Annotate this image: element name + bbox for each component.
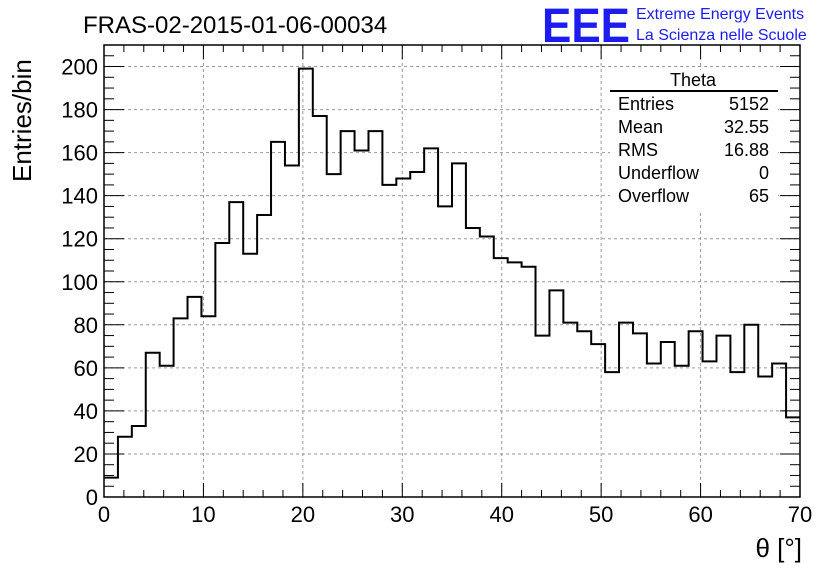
x-tick-label: 10 [191,502,215,527]
y-tick-label: 0 [86,485,98,510]
stats-row-label: Mean [618,117,663,137]
histogram-bin [188,297,202,497]
histogram-bin [299,69,313,497]
histogram-bin [201,316,215,497]
eee-logo: EEE Extreme Energy Events La Scienza nel… [542,0,807,53]
histogram-bin [619,323,633,497]
histogram-bin [466,228,480,497]
x-tick-label: 40 [489,502,513,527]
histogram-bin [396,178,410,497]
histogram-bin [438,206,452,497]
histogram-bin [104,478,118,497]
histogram-bin [744,325,758,497]
histogram-bin [368,131,382,497]
stats-row-label: Underflow [618,163,700,183]
histogram-bin [257,215,271,497]
x-axis-label: θ [°] [755,533,802,563]
histogram-bin [410,172,424,497]
stats-rows: Entries 5152 Mean 32.55 RMS 16.88 Underflow 0 Ov… [618,94,769,206]
histogram-bin [577,331,591,497]
stats-title: Theta [670,70,717,90]
histogram-bin [675,366,689,497]
histogram-bin [716,336,730,497]
histogram-bin [327,174,341,497]
y-tick-label: 20 [74,442,98,467]
y-tick-label: 60 [74,356,98,381]
histogram-bin [313,116,327,497]
histogram-bin [591,344,605,497]
histogram-bin [118,437,132,497]
histogram-bin [229,202,243,497]
histogram-bin [661,342,675,497]
logo-line-2: La Scienza nelle Scuole [636,27,807,44]
stats-row-label: Entries [618,94,674,114]
histogram-bin [424,148,438,497]
y-tick-label: 160 [61,141,98,166]
y-axis-label: Entries/bin [7,59,37,182]
histogram-bin [772,364,786,497]
histogram-bin [355,150,369,497]
stats-row-label: RMS [618,140,658,160]
stats-row-label: Overflow [618,186,690,206]
histogram-bin [341,131,355,497]
histogram-bin [786,417,800,497]
x-tick-label: 70 [788,502,812,527]
stats-row-value: 32.55 [724,117,769,137]
histogram-bin [160,366,174,497]
histogram-bin [703,361,717,497]
histogram-bin [146,353,160,497]
histogram-bin [549,290,563,497]
y-tick-label: 120 [61,227,98,252]
y-tick-label: 180 [61,98,98,123]
histogram-bin [243,254,257,497]
x-tick-label: 30 [390,502,414,527]
stats-row-value: 65 [749,186,769,206]
y-tick-label: 200 [61,55,98,80]
stats-row-value: 0 [759,163,769,183]
histogram-bin [480,237,494,497]
chart-title: FRAS-02-2015-01-06-00034 [83,12,387,39]
y-tick-label: 80 [74,313,98,338]
y-tick-label: 140 [61,184,98,209]
histogram-bin [633,333,647,497]
y-tick-label: 40 [74,399,98,424]
histogram-bin [285,166,299,497]
histogram-bin [494,258,508,497]
histogram-bin [605,372,619,497]
histogram-bin [758,376,772,497]
stats-box: Theta Entries 5152 Mean 32.55 RMS 16.88 Underf… [610,70,778,210]
histogram-bin [522,267,536,497]
x-tick-label: 0 [98,502,110,527]
x-tick-label: 50 [589,502,613,527]
histogram-bin [132,426,146,497]
axis-ticks [103,44,801,498]
logo-line-1: Extreme Energy Events [636,6,804,23]
histogram-bin [647,364,661,497]
stats-row-value: 16.88 [724,140,769,160]
histogram-bin [536,336,550,497]
x-tick-label: 60 [688,502,712,527]
histogram-bin [382,185,396,497]
y-tick-label: 100 [61,270,98,295]
histogram-bin [174,318,188,497]
histogram-bin [730,372,744,497]
histogram-line [104,67,800,479]
stats-row-value: 5152 [729,94,769,114]
histogram-bin [508,262,522,497]
histogram-bin [271,142,285,497]
x-tick-label: 20 [291,502,315,527]
histogram-bin [563,323,577,497]
histogram-bin [689,331,703,497]
tick-labels: 0 10 20 30 40 50 60 70 0 20 40 60 80 100 120 140 160 180 2… [61,55,812,527]
logo-mark: EEE [542,0,630,53]
histogram-bin [215,243,229,497]
histogram-bin [452,163,466,497]
stats-box-background [610,70,778,210]
